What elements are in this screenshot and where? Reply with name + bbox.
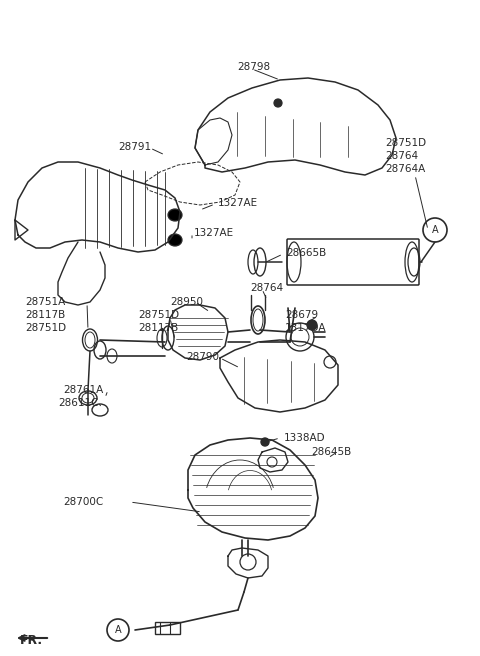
Text: 28700C: 28700C bbox=[63, 497, 103, 507]
Text: 1338AD: 1338AD bbox=[284, 433, 325, 443]
Text: 1327AE: 1327AE bbox=[194, 228, 234, 238]
Text: 28764: 28764 bbox=[250, 283, 283, 293]
Text: 28751A: 28751A bbox=[25, 297, 65, 307]
Text: 28761A: 28761A bbox=[63, 385, 103, 395]
Text: 28117B: 28117B bbox=[138, 323, 178, 333]
Text: 1327AE: 1327AE bbox=[218, 198, 258, 208]
Ellipse shape bbox=[168, 209, 182, 221]
Text: 28764: 28764 bbox=[385, 151, 418, 161]
Text: 28117B: 28117B bbox=[25, 310, 65, 320]
Text: 1317DA: 1317DA bbox=[285, 323, 326, 333]
Text: 28790: 28790 bbox=[186, 352, 219, 362]
Ellipse shape bbox=[168, 234, 182, 246]
Text: 28751D: 28751D bbox=[385, 138, 426, 148]
Text: 28950: 28950 bbox=[170, 297, 203, 307]
Text: 28679: 28679 bbox=[285, 310, 318, 320]
Text: FR.: FR. bbox=[20, 634, 43, 647]
Circle shape bbox=[307, 320, 317, 330]
Circle shape bbox=[274, 99, 282, 107]
Text: 28751D: 28751D bbox=[138, 310, 179, 320]
Text: 28791: 28791 bbox=[118, 142, 151, 152]
Text: 28645B: 28645B bbox=[311, 447, 351, 457]
Circle shape bbox=[261, 438, 269, 446]
Text: A: A bbox=[115, 625, 121, 635]
Text: A: A bbox=[432, 225, 438, 235]
Text: 28798: 28798 bbox=[237, 62, 270, 72]
Text: 28751D: 28751D bbox=[25, 323, 66, 333]
Text: 28611C: 28611C bbox=[58, 398, 98, 408]
Text: 28665B: 28665B bbox=[286, 248, 326, 258]
Text: 28764A: 28764A bbox=[385, 164, 425, 174]
